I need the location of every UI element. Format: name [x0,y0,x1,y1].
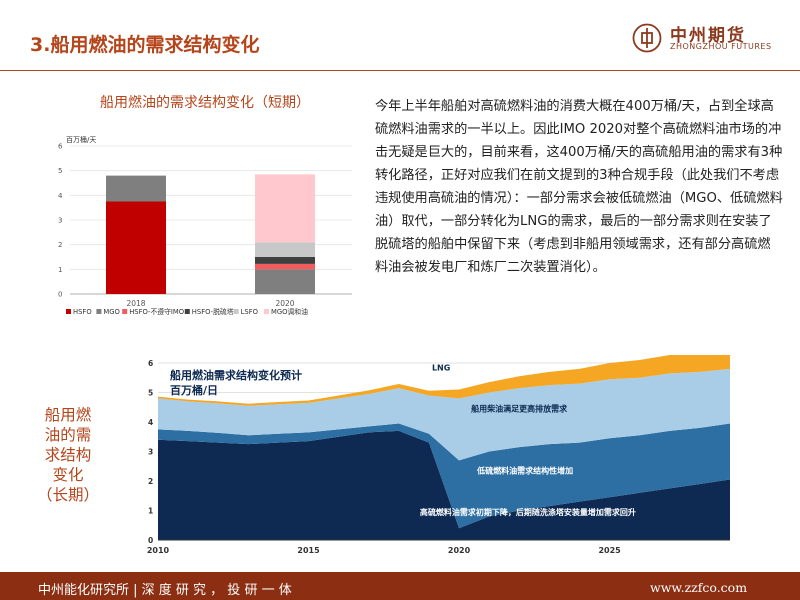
long-chart-xtick: 2025 [598,546,621,555]
short-chart-legend-label: MGO [103,308,119,316]
short-chart-bar-segment [255,263,315,270]
long-chart-ytick: 4 [148,418,153,427]
short-chart-ytick: 1 [58,266,62,274]
short-chart-legend-swatch [184,309,190,314]
short-chart-legend-swatch [96,309,102,314]
short-chart-ytick: 3 [58,217,62,225]
header-divider [0,70,800,71]
short-chart-legend-swatch [66,309,71,314]
short-chart-legend-label: HSFO-不遵守IMO [129,307,184,316]
footer-bar [0,572,800,600]
short-chart-bar-segment [106,201,166,294]
long-chart-title: 船用燃油需求结构变化预计 [170,368,302,382]
brand-logo: 中州期货 ZHONGZHOU FUTURES [632,21,782,57]
long-chart-ytick: 1 [148,507,153,516]
short-chart-bar-segment [106,175,166,202]
short-chart-bar-segment [255,242,315,257]
long-term-label-line: 油的需 [44,426,92,444]
long-chart-series-label: 低硫燃料油需求结构性增加 [476,466,573,476]
coin-logo-icon [632,23,662,53]
analysis-paragraph: 今年上半年船舶对高硫燃料油的消费大概在400万桶/天，占到全球高硫燃料油需求的一… [375,99,783,275]
long-term-label-line: 求结构 [44,446,92,464]
long-chart-ytick: 2 [148,477,153,486]
short-term-stacked-bar-chart: 百万桶/天 0 1 2 3 4 5 6 2018 2020 HSFO MGO HSFO-不遵守IMO HS… [58,135,352,316]
long-chart-ytick: 5 [148,389,153,398]
short-chart-xtick: 2018 [126,299,145,308]
long-term-label-line: （长期） [36,486,99,504]
long-chart-xtick: 2020 [448,546,471,555]
footer-website-link[interactable]: www.zzfco.com [650,580,748,595]
brand-name-en: ZHONGZHOU FUTURES [670,42,772,51]
brand-name-cn: 中州期货 [670,26,746,46]
long-term-label-line: 变化 [52,466,84,484]
short-chart-legend-label: LSFO [241,308,258,316]
long-chart-series-label: 高硫燃料油需求初期下降，后期随洗涤塔安装量增加需求回升 [420,507,636,517]
short-chart-ytick: 4 [58,192,63,200]
long-chart-series-label: 船用柴油满足更高排放需求 [471,404,568,414]
short-chart-legend-label: MGO调和油 [271,307,308,316]
short-chart-bar-segment [255,257,315,264]
long-chart-xtick: 2015 [297,546,320,555]
long-chart-area-series [158,423,730,529]
footer-institute-text: 中州能化研究所 | 深 度 研 究 ， 投 研 一 体 [38,583,292,598]
long-term-label-line: 船用燃 [44,406,92,424]
short-chart-bar-segment [255,174,315,243]
long-chart-area-series [158,355,730,406]
short-chart-legend-swatch [122,309,128,314]
short-chart-ytick: 5 [58,167,62,175]
long-chart-series-label: LNG [432,363,450,372]
short-chart-ytick: 6 [58,143,63,151]
long-chart-ylabel: 百万桶/日 [170,383,218,397]
short-chart-ylabel: 百万桶/天 [66,135,96,144]
short-chart-legend-label: HSFO [73,308,92,316]
short-term-chart-title: 船用燃油的需求结构变化（短期） [100,95,310,111]
short-chart-legend-swatch [264,309,269,314]
short-chart-bar-segment [255,269,315,294]
long-chart-area-series [158,368,730,461]
short-chart-ytick: 0 [58,291,62,299]
long-chart-xtick: 2010 [147,546,170,555]
short-chart-ytick: 2 [58,241,62,249]
long-chart-ytick: 6 [148,359,153,368]
short-chart-legend-swatch [233,309,239,314]
page-title: 3.船用燃油的需求结构变化 [30,34,260,56]
long-term-side-label: 船用燃 油的需 求结构 变化 （长期） [28,405,108,505]
long-chart-ytick: 0 [148,536,153,545]
short-chart-legend-label: HSFO-脱硫塔 [192,307,234,316]
short-chart-xtick: 2020 [275,299,294,308]
long-chart-ytick: 3 [148,448,153,457]
